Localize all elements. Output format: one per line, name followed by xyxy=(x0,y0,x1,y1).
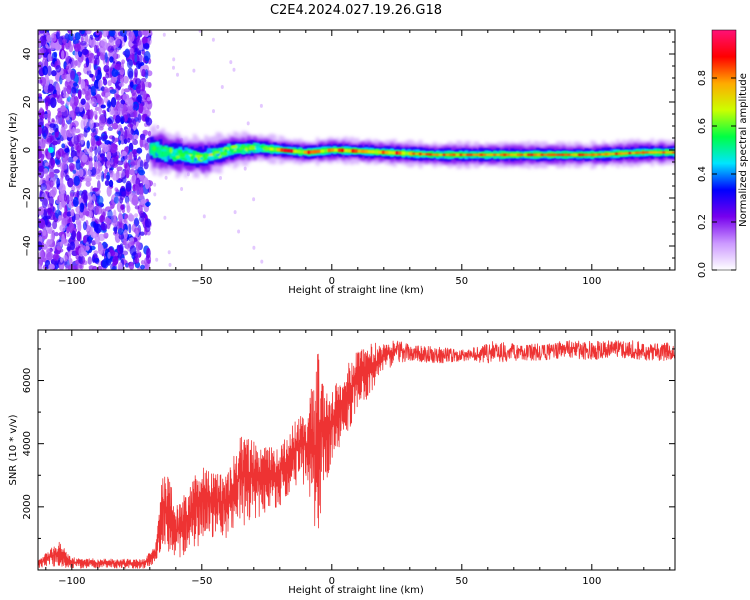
heatmap-y-tick-label: −40 xyxy=(22,235,33,256)
heatmap-x-ticks: −100 −50 0 50 100 xyxy=(45,30,671,287)
snr-panel: −100 −50 0 50 100 2000 4000 6000 Height of str… xyxy=(8,329,676,596)
snr-frame xyxy=(37,329,676,571)
snr-x-tick-label: −100 xyxy=(58,576,85,587)
heatmap-x-tick-label: 0 xyxy=(329,276,335,287)
heatmap-y-tick-label: 20 xyxy=(22,96,33,109)
figure-title: C2E4.2024.027.19.26.G18 xyxy=(270,3,442,18)
snr-y-ticks: 2000 4000 6000 xyxy=(22,348,675,539)
snr-y-tick-label: 4000 xyxy=(22,431,33,456)
snr-y-tick-label: 6000 xyxy=(22,368,33,393)
snr-x-ticks: −100 −50 0 50 100 xyxy=(45,330,671,587)
snr-x-tick-label: 0 xyxy=(329,576,335,587)
snr-series-line xyxy=(38,340,675,569)
snr-y-tick-label: 2000 xyxy=(22,494,33,519)
snr-y-axis-label: SNR (10 * v/v) xyxy=(8,414,19,485)
heatmap-x-tick-label: −100 xyxy=(58,276,85,287)
heatmap-hotspot xyxy=(48,147,54,153)
heatmap-panel: −100 −50 0 50 100 −40 −20 0 20 40 Height of stra… xyxy=(8,29,676,296)
colorbar-tick-label: 0.4 xyxy=(697,166,708,182)
heatmap-ridge-core xyxy=(152,144,675,162)
heatmap-y-ticks: −40 −20 0 20 40 xyxy=(22,41,675,259)
colorbar-ticks: 0.0 0.2 0.4 0.6 0.8 xyxy=(697,70,736,278)
snr-x-tick-label: −50 xyxy=(191,576,212,587)
snr-x-axis-label: Height of straight line (km) xyxy=(288,585,424,596)
colorbar-tick-label: 0.6 xyxy=(697,118,708,134)
snr-x-tick-label: 50 xyxy=(455,576,468,587)
colorbar: 0.0 0.2 0.4 0.6 0.8 Normalized spectral ampl… xyxy=(697,29,749,278)
heatmap-marks xyxy=(38,30,675,270)
heatmap-x-tick-label: −50 xyxy=(191,276,212,287)
heatmap-x-tick-label: 50 xyxy=(455,276,468,287)
heatmap-noise-speckles xyxy=(38,30,264,270)
heatmap-x-tick-label: 100 xyxy=(582,276,601,287)
heatmap-y-axis-label: Frequency (Hz) xyxy=(8,112,19,188)
heatmap-x-axis-label: Height of straight line (km) xyxy=(288,285,424,296)
heatmap-y-tick-label: −20 xyxy=(22,187,33,208)
colorbar-gradient xyxy=(711,29,737,271)
colorbar-tick-label: 0.0 xyxy=(697,262,708,278)
colorbar-tick-label: 0.8 xyxy=(697,70,708,86)
heatmap-y-tick-label: 40 xyxy=(22,48,33,61)
colorbar-label: Normalized spectral amplitude xyxy=(738,73,749,227)
colorbar-tick-label: 0.2 xyxy=(697,214,708,230)
heatmap-y-tick-label: 0 xyxy=(22,147,33,153)
snr-x-tick-label: 100 xyxy=(582,576,601,587)
